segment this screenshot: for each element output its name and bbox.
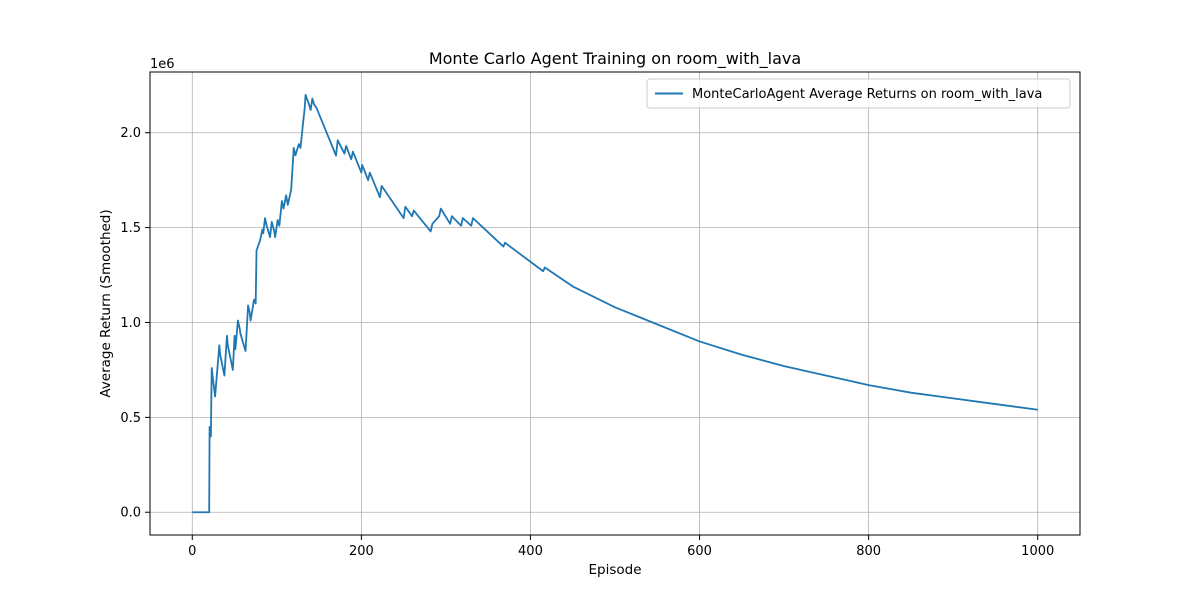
plot-frame bbox=[149, 71, 1081, 536]
series-layer bbox=[192, 93, 1038, 514]
series-line bbox=[192, 93, 1038, 514]
x-tick-label: 200 bbox=[349, 544, 374, 559]
legend-box bbox=[646, 78, 1071, 109]
x-tick-label: 1000 bbox=[1021, 544, 1054, 559]
y-axis-offset-label: 1e6 bbox=[150, 57, 175, 72]
x-tick-label: 600 bbox=[687, 544, 712, 559]
legend-entry: MonteCarloAgent Average Returns on room_… bbox=[692, 87, 1042, 102]
y-tick-label: 0.5 bbox=[120, 411, 141, 426]
y-tick-label: 1.0 bbox=[120, 316, 141, 331]
x-tick-label: 0 bbox=[188, 544, 196, 559]
y-tick-label: 2.0 bbox=[120, 126, 141, 141]
x-tick-label: 400 bbox=[518, 544, 543, 559]
x-axis-label: Episode bbox=[588, 562, 641, 578]
ticks: 0 200 400 600 800 1000 0.0 0.5 1.0 1.5 2.0 bbox=[120, 126, 1054, 559]
y-tick-label: 0.0 bbox=[120, 506, 141, 521]
y-axis-label: Average Return (Smoothed) bbox=[98, 209, 114, 397]
grid bbox=[150, 72, 1080, 535]
x-tick-label: 800 bbox=[856, 544, 881, 559]
chart-title: Monte Carlo Agent Training on room_with_… bbox=[429, 49, 801, 69]
legend: MonteCarloAgent Average Returns on room_… bbox=[646, 78, 1071, 109]
y-tick-label: 1.5 bbox=[120, 221, 141, 236]
